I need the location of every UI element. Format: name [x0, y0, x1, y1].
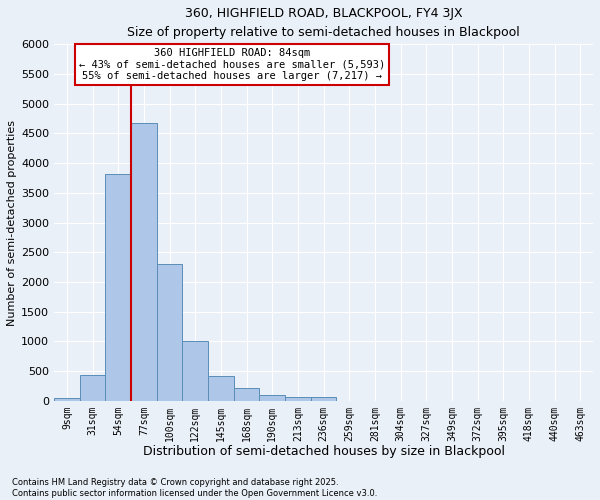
Bar	[80, 374, 106, 401]
Text: Contains HM Land Registry data © Crown copyright and database right 2025.
Contai: Contains HM Land Registry data © Crown c…	[12, 478, 377, 498]
Bar	[234, 388, 259, 401]
Bar	[208, 376, 234, 401]
Bar	[259, 395, 285, 401]
Bar	[182, 342, 208, 401]
Text: 360 HIGHFIELD ROAD: 84sqm
← 43% of semi-detached houses are smaller (5,593)
55% : 360 HIGHFIELD ROAD: 84sqm ← 43% of semi-…	[79, 48, 385, 81]
Bar	[106, 174, 131, 401]
Bar	[311, 397, 337, 401]
Bar	[157, 264, 182, 401]
Bar	[131, 124, 157, 401]
Y-axis label: Number of semi-detached properties: Number of semi-detached properties	[7, 120, 17, 326]
Bar	[54, 398, 80, 401]
Bar	[285, 396, 311, 401]
Title: 360, HIGHFIELD ROAD, BLACKPOOL, FY4 3JX
Size of property relative to semi-detach: 360, HIGHFIELD ROAD, BLACKPOOL, FY4 3JX …	[127, 7, 520, 39]
X-axis label: Distribution of semi-detached houses by size in Blackpool: Distribution of semi-detached houses by …	[143, 445, 505, 458]
